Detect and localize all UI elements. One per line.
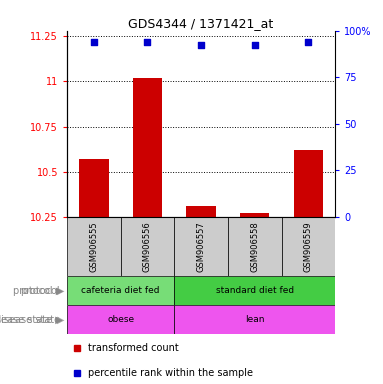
Text: protocol ▶: protocol ▶ — [13, 286, 63, 296]
Bar — [240, 214, 270, 217]
Text: disease state: disease state — [0, 314, 60, 325]
Text: transformed count: transformed count — [88, 343, 179, 353]
Text: GSM906558: GSM906558 — [250, 221, 259, 272]
Point — [144, 38, 151, 45]
Bar — [79, 159, 109, 217]
Title: GDS4344 / 1371421_at: GDS4344 / 1371421_at — [128, 17, 274, 30]
Bar — [228, 217, 282, 276]
Bar — [282, 217, 335, 276]
Text: percentile rank within the sample: percentile rank within the sample — [88, 368, 253, 378]
Bar — [133, 78, 162, 217]
Text: GSM906557: GSM906557 — [196, 221, 206, 272]
Text: ▶: ▶ — [57, 314, 64, 325]
Point — [91, 38, 97, 45]
Text: GSM906555: GSM906555 — [89, 222, 98, 272]
Text: lean: lean — [245, 315, 264, 324]
Point — [198, 42, 204, 48]
Bar — [186, 206, 216, 217]
Bar — [294, 150, 323, 217]
Text: ▶: ▶ — [57, 286, 64, 296]
Point — [252, 42, 258, 48]
Text: protocol: protocol — [20, 286, 60, 296]
Text: disease state ▶: disease state ▶ — [0, 314, 63, 325]
Text: GSM906559: GSM906559 — [304, 222, 313, 272]
Bar — [174, 276, 335, 305]
Text: standard diet fed: standard diet fed — [216, 286, 294, 295]
Bar — [174, 217, 228, 276]
Bar — [67, 276, 174, 305]
Bar — [67, 217, 121, 276]
Text: GSM906556: GSM906556 — [143, 221, 152, 272]
Bar — [67, 305, 174, 334]
Point — [305, 38, 311, 45]
Bar — [121, 217, 174, 276]
Bar — [174, 305, 335, 334]
Text: obese: obese — [107, 315, 134, 324]
Text: cafeteria diet fed: cafeteria diet fed — [82, 286, 160, 295]
